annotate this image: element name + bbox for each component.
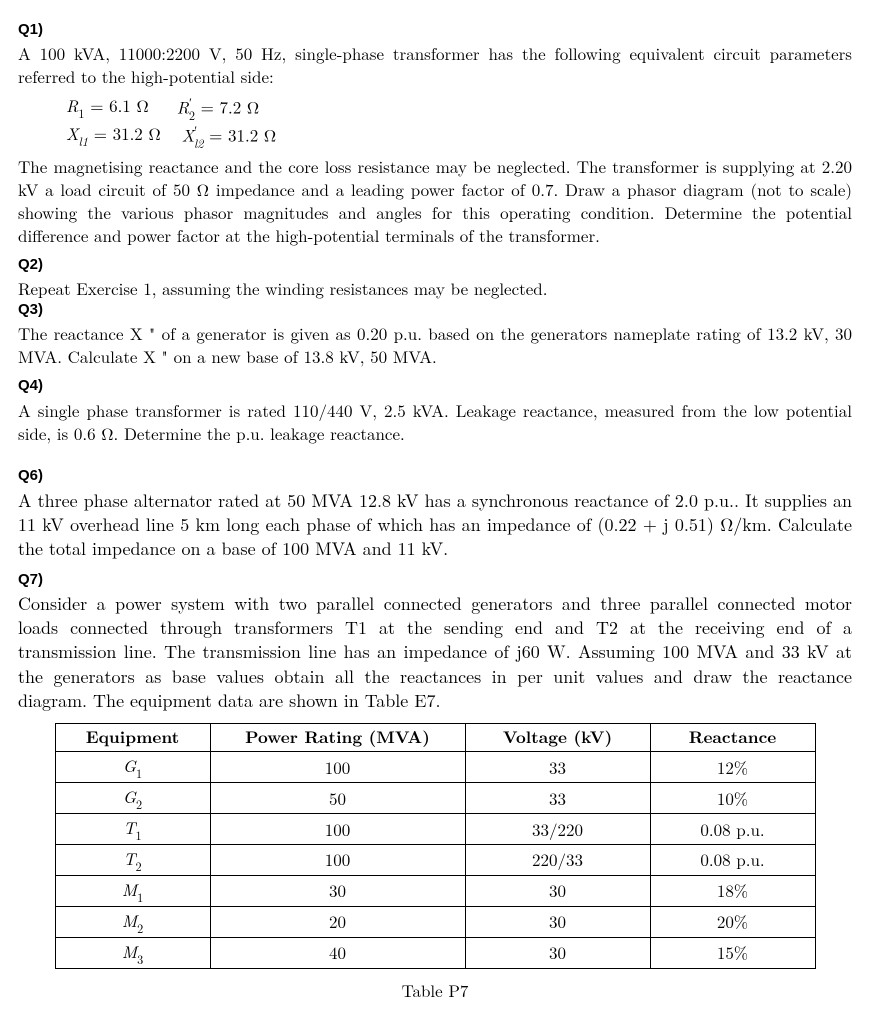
table-row: T2100220/330.08 p.u.: [55, 844, 815, 875]
cell: 30: [210, 875, 465, 906]
equipment-table: Equipment Power Rating (MVA) Voltage (kV…: [55, 723, 816, 968]
cell: 20%: [650, 906, 815, 937]
table-row: M3403015%: [55, 937, 815, 968]
eq-X1: Xl1 = 31.2 Ω: [66, 122, 161, 150]
cell: 12%: [650, 752, 815, 783]
cell: 33/220: [465, 814, 650, 845]
cell: 30: [465, 937, 650, 968]
cell-equipment: M3: [55, 937, 210, 968]
cell: 0.08 p.u.: [650, 844, 815, 875]
cell: 100: [210, 752, 465, 783]
cell: 20: [210, 906, 465, 937]
cell: 33: [465, 783, 650, 814]
col-equipment: Equipment: [55, 724, 210, 752]
cell: 0.08 p.u.: [650, 814, 815, 845]
cell: 10%: [650, 783, 815, 814]
q7-body: Consider a power system with two paralle…: [18, 592, 852, 713]
cell-equipment: M1: [55, 875, 210, 906]
cell: 50: [210, 783, 465, 814]
cell: 100: [210, 814, 465, 845]
q2-label: Q2): [18, 255, 852, 275]
col-reactance: Reactance: [650, 724, 815, 752]
cell: 18%: [650, 875, 815, 906]
equipment-table-wrap: Equipment Power Rating (MVA) Voltage (kV…: [18, 723, 852, 968]
cell: 15%: [650, 937, 815, 968]
q1-label: Q1): [18, 20, 852, 40]
q4-body: A single phase transformer is rated 110/…: [18, 399, 852, 445]
q1-body: The magnetising reactance and the core l…: [18, 155, 852, 247]
eq-R2: R′2 = 7.2 Ω: [177, 94, 259, 122]
cell: 30: [465, 875, 650, 906]
q1-intro: A 100 kVA, 11000:2200 V, 50 Hz, single-p…: [18, 42, 852, 88]
table-row: G11003312%: [55, 752, 815, 783]
table-header-row: Equipment Power Rating (MVA) Voltage (kV…: [55, 724, 815, 752]
q3-label: Q3): [18, 300, 852, 320]
cell: 30: [465, 906, 650, 937]
table-row: M1303018%: [55, 875, 815, 906]
q6-label: Q6): [18, 466, 852, 486]
cell-equipment: T1: [55, 814, 210, 845]
cell-equipment: T2: [55, 844, 210, 875]
col-power: Power Rating (MVA): [210, 724, 465, 752]
q6-body: A three phase alternator rated at 50 MVA…: [18, 489, 852, 562]
cell: 100: [210, 844, 465, 875]
col-voltage: Voltage (kV): [465, 724, 650, 752]
table-row: M2203020%: [55, 906, 815, 937]
q2-body: Repeat Exercise 1, assuming the winding …: [18, 277, 852, 300]
eq-X2: X′l2 = 31.2 Ω: [182, 122, 276, 150]
table-row: T110033/2200.08 p.u.: [55, 814, 815, 845]
table-caption: Table P7: [18, 979, 852, 1002]
cell-equipment: G1: [55, 752, 210, 783]
table-row: G2503310%: [55, 783, 815, 814]
q3-body: The reactance X " of a generator is give…: [18, 322, 852, 368]
cell: 33: [465, 752, 650, 783]
q4-label: Q4): [18, 376, 852, 396]
cell-equipment: G2: [55, 783, 210, 814]
q7-label: Q7): [18, 570, 852, 590]
cell: 220/33: [465, 844, 650, 875]
cell-equipment: M2: [55, 906, 210, 937]
eq-R1: R1 = 6.1 Ω: [66, 94, 149, 122]
q1-equations: R1 = 6.1 Ω R′2 = 7.2 Ω Xl1 = 31.2 Ω X′l2…: [66, 94, 852, 149]
cell: 40: [210, 937, 465, 968]
